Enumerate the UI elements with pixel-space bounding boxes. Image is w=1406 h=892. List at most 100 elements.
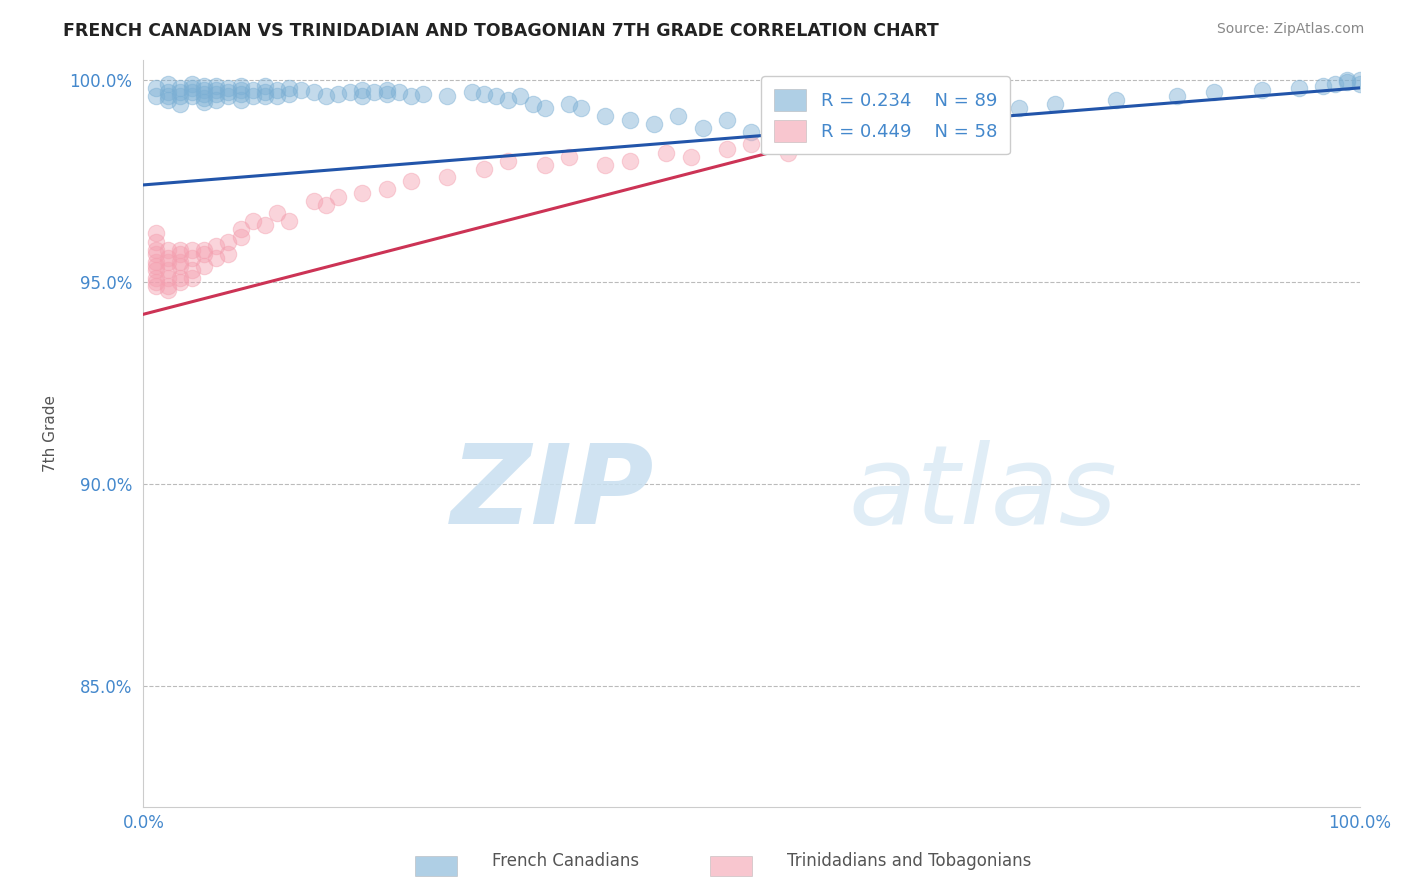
Point (229, 87, 252, 101)
Point (278, 87, 301, 101)
Point (156, 93, 179, 107)
Point (1336, 75, 1358, 89)
Point (668, 109, 690, 123)
Point (156, 283, 179, 297)
Point (302, 85, 325, 99)
Point (193, 78, 215, 93)
Point (145, 275, 167, 289)
Point (169, 271, 191, 285)
Point (205, 83, 228, 97)
Point (229, 222, 252, 236)
Point (1336, 72, 1358, 87)
Point (716, 142, 738, 156)
Point (522, 97, 544, 112)
Point (145, 262, 167, 277)
Point (1348, 72, 1371, 87)
Point (217, 246, 239, 260)
Point (1251, 83, 1274, 97)
Point (496, 153, 519, 168)
Point (692, 121, 714, 136)
Point (302, 194, 325, 208)
Point (352, 186, 374, 200)
Point (145, 259, 167, 273)
Point (181, 89, 204, 103)
Point (145, 243, 167, 257)
Point (460, 85, 482, 99)
Point (266, 89, 288, 103)
Point (412, 87, 434, 101)
Point (193, 91, 215, 105)
Point (229, 230, 252, 244)
Text: atlas: atlas (849, 440, 1118, 547)
Point (436, 169, 458, 184)
Point (472, 161, 495, 176)
Point (181, 77, 204, 91)
Point (193, 87, 215, 101)
Point (1045, 97, 1067, 112)
Point (315, 89, 337, 103)
Point (266, 206, 288, 220)
Point (1324, 77, 1347, 91)
Point (1312, 78, 1334, 93)
Point (156, 243, 179, 257)
Point (156, 77, 179, 91)
Point (1288, 81, 1310, 95)
Point (655, 145, 678, 160)
Point (838, 133, 860, 147)
Point (278, 81, 301, 95)
Point (399, 174, 422, 188)
Point (253, 78, 276, 93)
Point (801, 129, 824, 144)
Text: FRENCH CANADIAN VS TRINIDADIAN AND TOBAGONIAN 7TH GRADE CORRELATION CHART: FRENCH CANADIAN VS TRINIDADIAN AND TOBAG… (63, 22, 939, 40)
Point (145, 89, 167, 103)
Point (375, 182, 398, 196)
Point (363, 85, 385, 99)
Y-axis label: 7th Grade: 7th Grade (44, 395, 58, 472)
Point (205, 93, 228, 107)
Point (169, 246, 191, 260)
Point (509, 89, 531, 103)
Point (253, 89, 276, 103)
Text: French Canadians: French Canadians (492, 852, 640, 870)
Point (1105, 93, 1128, 107)
Point (217, 85, 239, 99)
Point (205, 251, 228, 265)
Point (643, 117, 665, 131)
Point (169, 89, 191, 103)
Point (217, 235, 239, 249)
Point (156, 254, 179, 268)
Point (886, 113, 908, 128)
Point (375, 83, 398, 97)
Point (679, 150, 702, 164)
Point (181, 251, 204, 265)
Point (156, 89, 179, 103)
Point (242, 214, 264, 228)
Point (315, 198, 337, 212)
Point (145, 271, 167, 285)
Point (217, 81, 239, 95)
Point (205, 238, 228, 252)
Text: Trinidadians and Tobagonians: Trinidadians and Tobagonians (787, 852, 1032, 870)
Point (242, 83, 264, 97)
Point (352, 83, 374, 97)
Point (326, 87, 349, 101)
Point (181, 243, 204, 257)
Point (193, 83, 215, 97)
Point (1348, 77, 1371, 91)
Point (290, 83, 312, 97)
Point (193, 95, 215, 109)
Point (229, 78, 252, 93)
Text: Source: ZipAtlas.com: Source: ZipAtlas.com (1216, 22, 1364, 37)
Point (765, 109, 787, 123)
Point (181, 81, 204, 95)
Point (1166, 89, 1188, 103)
Text: ZIP: ZIP (451, 440, 654, 547)
Point (169, 243, 191, 257)
Point (181, 271, 204, 285)
Point (1008, 101, 1031, 115)
Point (169, 97, 191, 112)
Point (496, 93, 519, 107)
Point (558, 97, 581, 112)
Point (595, 158, 617, 172)
Point (436, 89, 458, 103)
